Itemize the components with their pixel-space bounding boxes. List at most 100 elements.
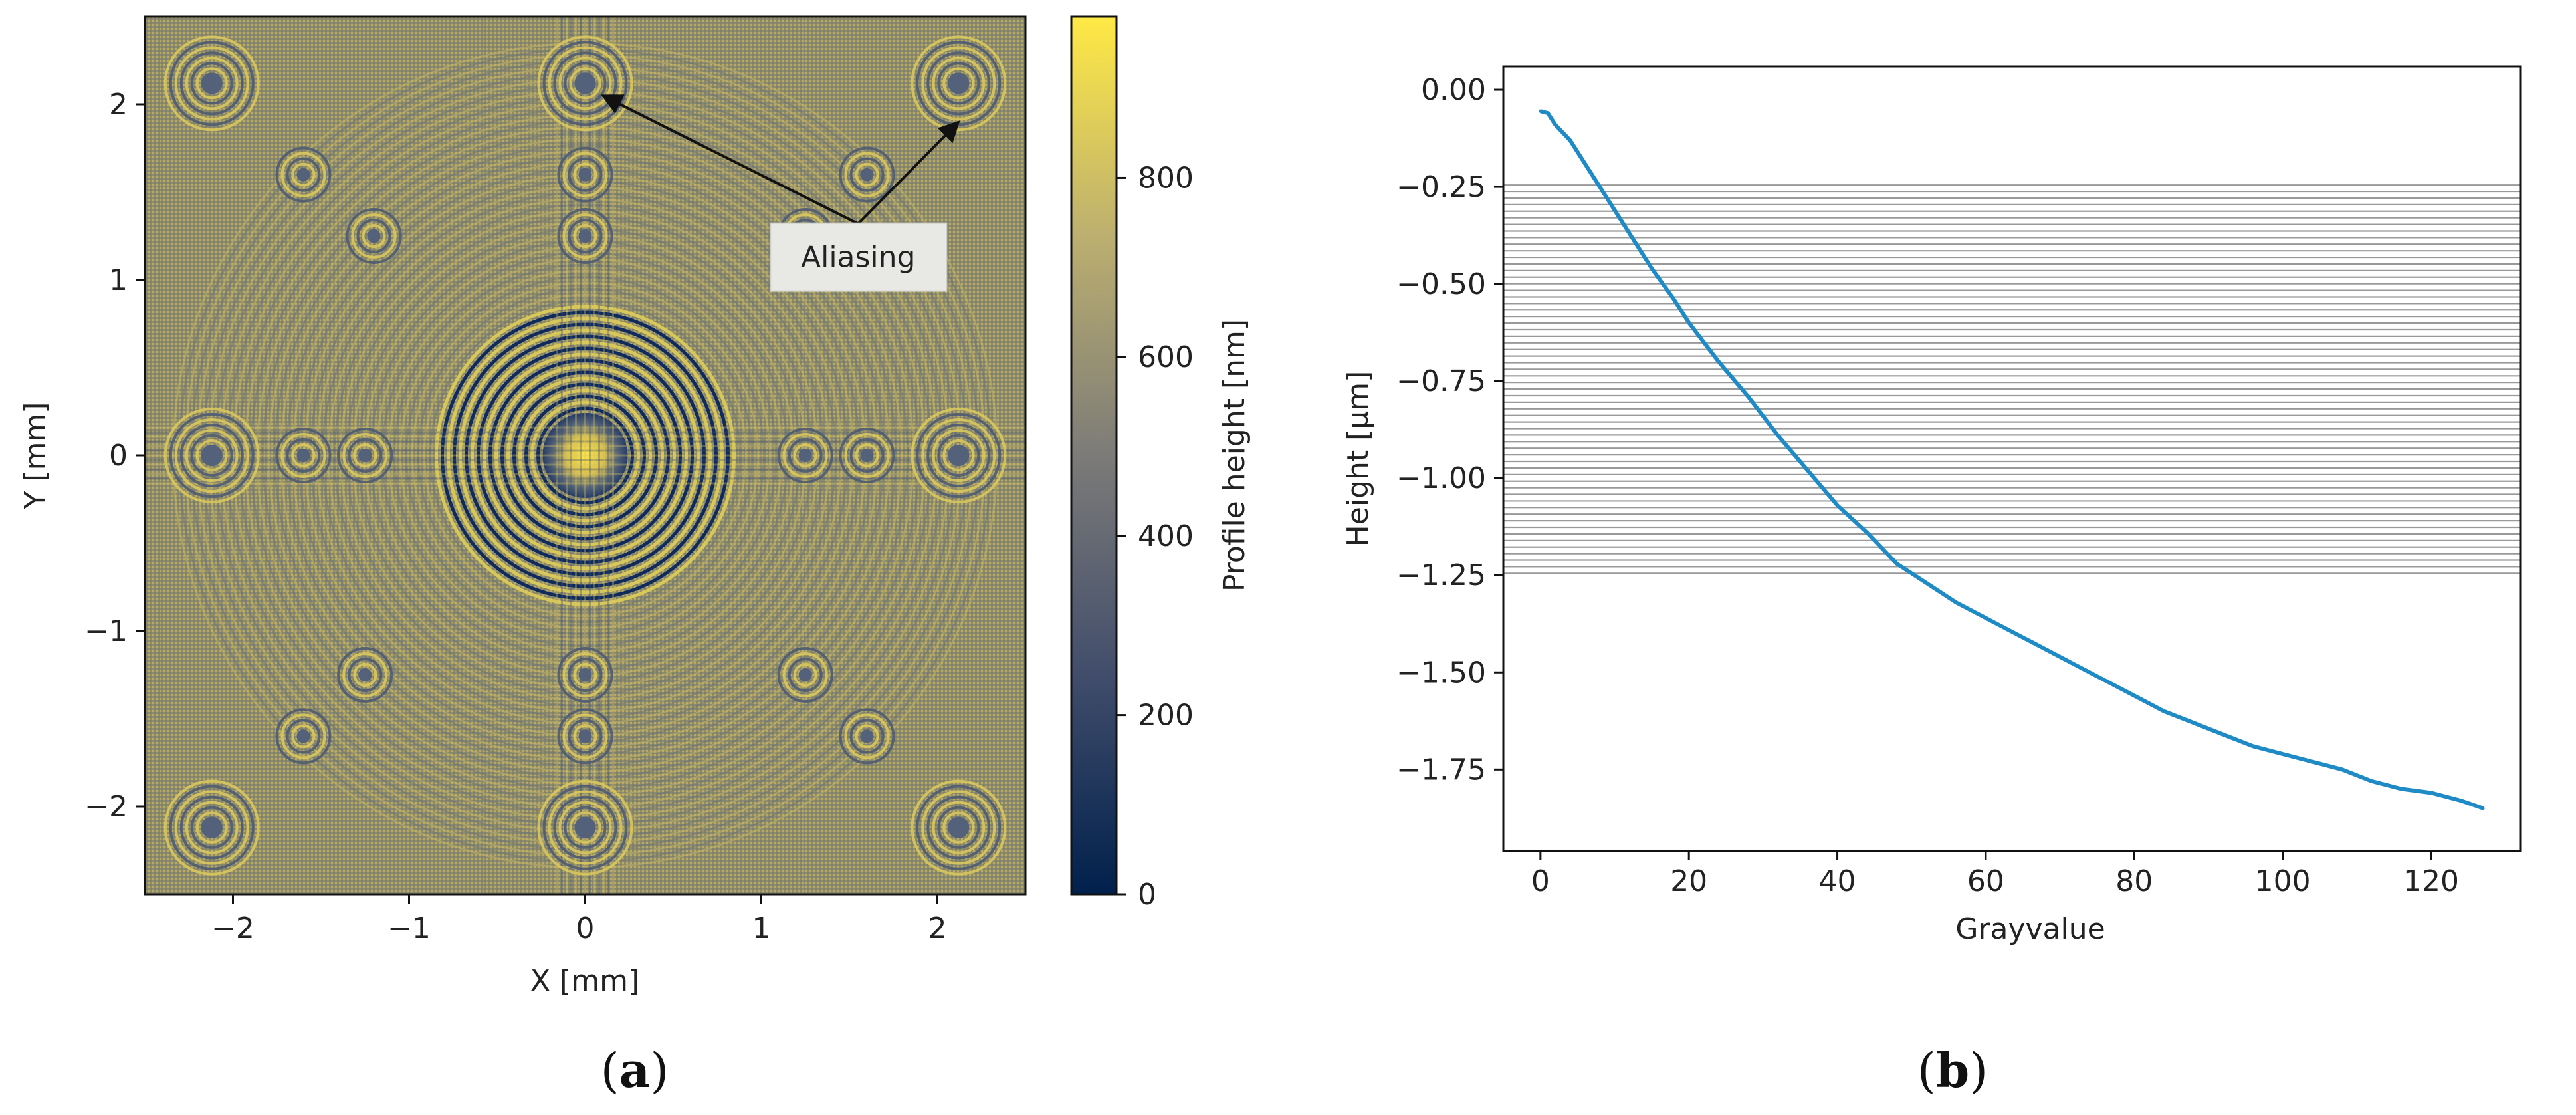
fringe-ring (471, 340, 700, 570)
aliasing-ring (942, 811, 975, 844)
fringe-ring (346, 215, 825, 695)
fringe-ring (399, 269, 771, 642)
series-point (2310, 760, 2314, 764)
aliasing-ring (569, 811, 601, 844)
fringe-ring (453, 322, 718, 588)
aliasing-ring (937, 434, 980, 477)
aliasing-center (861, 449, 873, 461)
aliasing-ring (564, 62, 607, 105)
fringe-ring (334, 203, 837, 707)
aliasing-center (948, 72, 970, 94)
fringe-ring (256, 126, 914, 785)
series-point (1747, 395, 1751, 399)
series-point (1806, 469, 1810, 473)
series-point (1672, 297, 1676, 301)
aliasing-ring (542, 785, 628, 870)
aliasing-ring (921, 418, 996, 493)
aliasing-ring (185, 801, 239, 854)
aliasing-ring (568, 719, 603, 754)
x-tick-label-a: 1 (752, 912, 771, 945)
colorbar (1070, 15, 1118, 896)
aliasing-arrow-right (857, 120, 960, 225)
aliasing-center (297, 449, 310, 461)
aliasing-ring (342, 433, 388, 478)
aliasing-ring (932, 57, 986, 110)
aliasing-ring (553, 51, 617, 116)
aliasing-ring (562, 152, 608, 197)
x-tick-label-b: 20 (1670, 864, 1707, 898)
fringe-ring (178, 48, 992, 863)
aliasing-ring (557, 708, 613, 765)
aliasing-center (574, 72, 596, 94)
aliasing-ring (932, 429, 986, 482)
series-point (1776, 434, 1780, 437)
aliasing-ring (844, 433, 890, 478)
series-point (2481, 806, 2485, 810)
series-point (2132, 693, 2136, 697)
aliasing-ring (573, 663, 597, 687)
series-point (1925, 581, 1929, 585)
series-point (2399, 787, 2403, 791)
x-tick-label-b: 100 (2255, 864, 2311, 898)
series-point (2192, 721, 2196, 725)
aliasing-ring (926, 424, 991, 487)
aliasing-ring (356, 219, 391, 253)
aliasing-ring (342, 652, 388, 697)
aliasing-ring (275, 428, 332, 483)
aliasing-ring (185, 57, 239, 110)
series-point (2251, 744, 2255, 748)
panel-a-heatmap: −2 −1 0 1 2 −2 −1 0 1 2 Aliasing 0 200 400 600 800 Pr… (19, 15, 1251, 1098)
aliasing-label-box (770, 222, 948, 292)
aliasing-ring (839, 428, 895, 483)
plot-frame-b (1502, 65, 2522, 852)
aliasing-ring (937, 806, 980, 849)
aliasing-center (579, 730, 591, 743)
panel-letter-b: b (1936, 1042, 1969, 1098)
series-point (2281, 752, 2285, 756)
x-axis-title-b: Grayvalue (1955, 912, 2105, 946)
aliasing-ring (849, 438, 885, 473)
aliasing-ring (348, 658, 383, 692)
aliasing-ring (573, 224, 597, 248)
series-point (1954, 600, 1958, 604)
series-point (2103, 678, 2107, 682)
y-tick-label-b: −1.75 (1396, 753, 1486, 787)
aliasing-ring (362, 224, 386, 248)
aliasing-ring (286, 157, 321, 192)
aliasing-ring (558, 57, 612, 110)
y-tick-label-b: 0.00 (1421, 73, 1486, 107)
panel-b-line-chart: 0 20 40 60 80 100 120 0.00 −0.25 −0.50 −0.75 −1.00 −… (1341, 65, 2522, 1098)
aliasing-ring (169, 41, 255, 126)
fringe-ring (393, 263, 777, 648)
aliasing-ring (916, 785, 1002, 870)
aliasing-label: Aliasing (801, 241, 915, 275)
series-point (1583, 162, 1587, 166)
aliasing-ring (793, 443, 817, 467)
aliasing-ring (942, 67, 975, 100)
x-tick-label-b: 40 (1819, 864, 1856, 898)
x-tick-label-b: 0 (1531, 864, 1550, 898)
aliasing-ring (568, 219, 603, 253)
aliasing-center (201, 445, 223, 466)
aliasing-ring (548, 46, 623, 121)
aliasing-ring (179, 51, 244, 116)
aliasing-ring (275, 708, 332, 765)
aliasing-ring (190, 62, 233, 105)
y-tick-label-b: −0.75 (1396, 364, 1486, 398)
fringe-ring (536, 406, 634, 505)
aliasing-ring (163, 35, 260, 132)
aliasing-ring (190, 434, 233, 477)
aliasing-ring (174, 790, 249, 865)
aliasing-center (948, 445, 970, 466)
aliasing-center (201, 72, 223, 94)
series-point (1598, 185, 1602, 189)
aliasing-ring (353, 663, 377, 687)
aliasing-center (297, 168, 310, 181)
aliasing-center (579, 669, 591, 681)
fringe-ring (465, 334, 706, 576)
aliasing-center (297, 730, 310, 743)
aliasing-ring (788, 658, 823, 692)
aliasing-ring (542, 41, 628, 126)
y-tick-label-b: −1.25 (1396, 558, 1486, 592)
series-point (2073, 663, 2077, 667)
